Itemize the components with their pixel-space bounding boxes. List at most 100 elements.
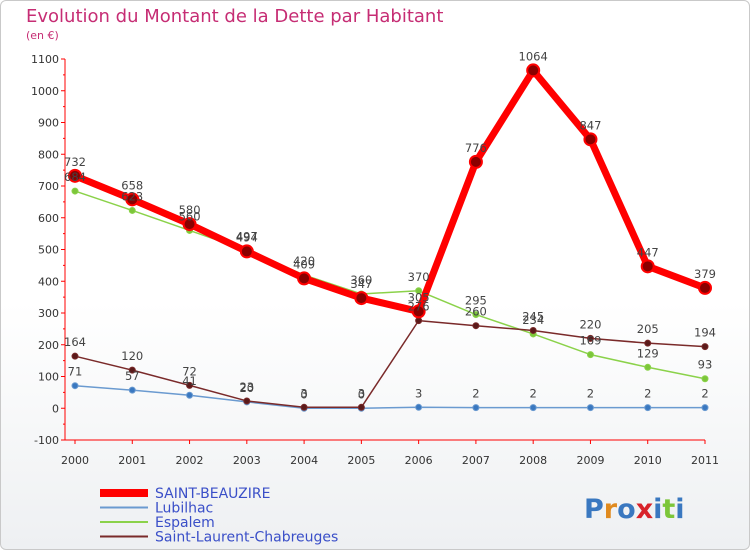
data-label: 295 bbox=[465, 294, 487, 308]
chart-subtitle: (en €) bbox=[26, 29, 59, 42]
data-point bbox=[357, 403, 365, 411]
data-label: 658 bbox=[121, 178, 143, 192]
x-tick-label: 2002 bbox=[176, 454, 204, 467]
y-tick-label: 100 bbox=[38, 371, 59, 384]
data-label: 1064 bbox=[519, 49, 548, 63]
data-point bbox=[71, 382, 79, 390]
data-point bbox=[71, 187, 79, 195]
data-label: 260 bbox=[465, 305, 487, 319]
logo-letter: r bbox=[604, 494, 618, 525]
data-label: 234 bbox=[522, 313, 544, 327]
series-line bbox=[74, 384, 705, 409]
legend-label: Espalem bbox=[155, 515, 215, 531]
data-point bbox=[583, 132, 598, 147]
data-label: 347 bbox=[350, 277, 372, 291]
data-point bbox=[186, 381, 194, 389]
data-point bbox=[128, 366, 136, 374]
data-label: 420 bbox=[293, 254, 315, 268]
logo-text: Proxiti bbox=[584, 494, 685, 525]
x-tick-label: 2007 bbox=[462, 454, 490, 467]
x-tick-label: 2011 bbox=[691, 454, 719, 467]
x-tick-label: 2005 bbox=[347, 454, 375, 467]
data-label: 360 bbox=[350, 273, 372, 287]
data-label: 497 bbox=[236, 229, 258, 243]
data-label: 3 bbox=[358, 386, 365, 400]
logo-letter: i bbox=[653, 494, 662, 525]
x-tick-label: 2003 bbox=[233, 454, 261, 467]
logo-letter: t bbox=[662, 494, 675, 525]
data-label: 409 bbox=[293, 257, 315, 271]
data-label: 129 bbox=[637, 346, 659, 360]
y-tick-label: 700 bbox=[38, 180, 59, 193]
data-point bbox=[472, 311, 480, 319]
data-point bbox=[644, 404, 652, 412]
data-label: 3 bbox=[415, 386, 422, 400]
series-saint-beauzire bbox=[68, 63, 712, 319]
data-point bbox=[128, 386, 136, 394]
data-point bbox=[468, 154, 483, 169]
data-label: 2 bbox=[644, 387, 651, 401]
data-point bbox=[300, 403, 308, 411]
data-point bbox=[68, 168, 82, 183]
data-label: 120 bbox=[121, 349, 143, 363]
data-label: 0 bbox=[300, 387, 307, 401]
data-label: 560 bbox=[179, 209, 201, 223]
data-point bbox=[644, 339, 652, 347]
x-tick-label: 2009 bbox=[576, 454, 604, 467]
data-point bbox=[644, 363, 652, 371]
data-label: 623 bbox=[121, 189, 143, 203]
data-label: 494 bbox=[236, 230, 258, 244]
data-point bbox=[186, 391, 194, 399]
data-label: 57 bbox=[125, 369, 140, 383]
axes: -100010020030040050060070080090010001100… bbox=[31, 53, 719, 467]
data-label: 164 bbox=[64, 335, 86, 349]
data-point bbox=[297, 271, 312, 286]
y-tick-label: 0 bbox=[52, 402, 59, 415]
data-point bbox=[586, 351, 594, 359]
data-label: 71 bbox=[68, 365, 83, 379]
logo-letter: i bbox=[675, 494, 684, 525]
y-tick-label: 800 bbox=[38, 148, 59, 161]
series-saint-laurent-chabreuges bbox=[71, 317, 709, 411]
data-label: 220 bbox=[579, 317, 601, 331]
data-point bbox=[529, 404, 537, 412]
y-tick-label: 1100 bbox=[31, 53, 59, 66]
y-tick-label: 300 bbox=[38, 307, 59, 320]
legend-label: SAINT-BEAUZIRE bbox=[155, 486, 270, 502]
data-point bbox=[698, 280, 712, 295]
x-tick-label: 2010 bbox=[634, 454, 662, 467]
data-label: 2 bbox=[701, 387, 708, 401]
data-label: 847 bbox=[579, 118, 601, 132]
data-point bbox=[472, 404, 480, 412]
y-tick-label: 400 bbox=[38, 275, 59, 288]
series-lubilhac bbox=[71, 382, 709, 412]
data-label: 370 bbox=[408, 270, 430, 284]
data-label: 23 bbox=[239, 380, 254, 394]
legend: SAINT-BEAUZIRELubilhacEspalemSaint-Laure… bbox=[100, 486, 338, 546]
legend-label: Lubilhac bbox=[155, 501, 213, 517]
data-point bbox=[415, 317, 423, 325]
data-point bbox=[472, 322, 480, 330]
data-label: 93 bbox=[698, 358, 713, 372]
data-label: 447 bbox=[637, 245, 659, 259]
data-label: 41 bbox=[182, 374, 197, 388]
series-line bbox=[73, 66, 707, 315]
data-point bbox=[239, 244, 254, 259]
series-line bbox=[74, 319, 706, 409]
x-tick-label: 2008 bbox=[519, 454, 547, 467]
data-label: 0 bbox=[358, 387, 365, 401]
data-label: 169 bbox=[579, 334, 601, 348]
data-point bbox=[354, 291, 369, 306]
data-label: 72 bbox=[182, 364, 197, 378]
data-label: 580 bbox=[179, 203, 201, 217]
data-label: 205 bbox=[637, 322, 659, 336]
logo-letter: o bbox=[617, 494, 636, 525]
proxiti-logo: Proxiti bbox=[584, 494, 685, 525]
data-point bbox=[411, 304, 426, 319]
data-label: 732 bbox=[64, 155, 86, 169]
legend-label: Saint-Laurent-Chabreuges bbox=[155, 530, 338, 546]
data-label: 684 bbox=[64, 170, 86, 184]
data-point bbox=[415, 287, 423, 295]
logo-letter: x bbox=[636, 494, 653, 525]
